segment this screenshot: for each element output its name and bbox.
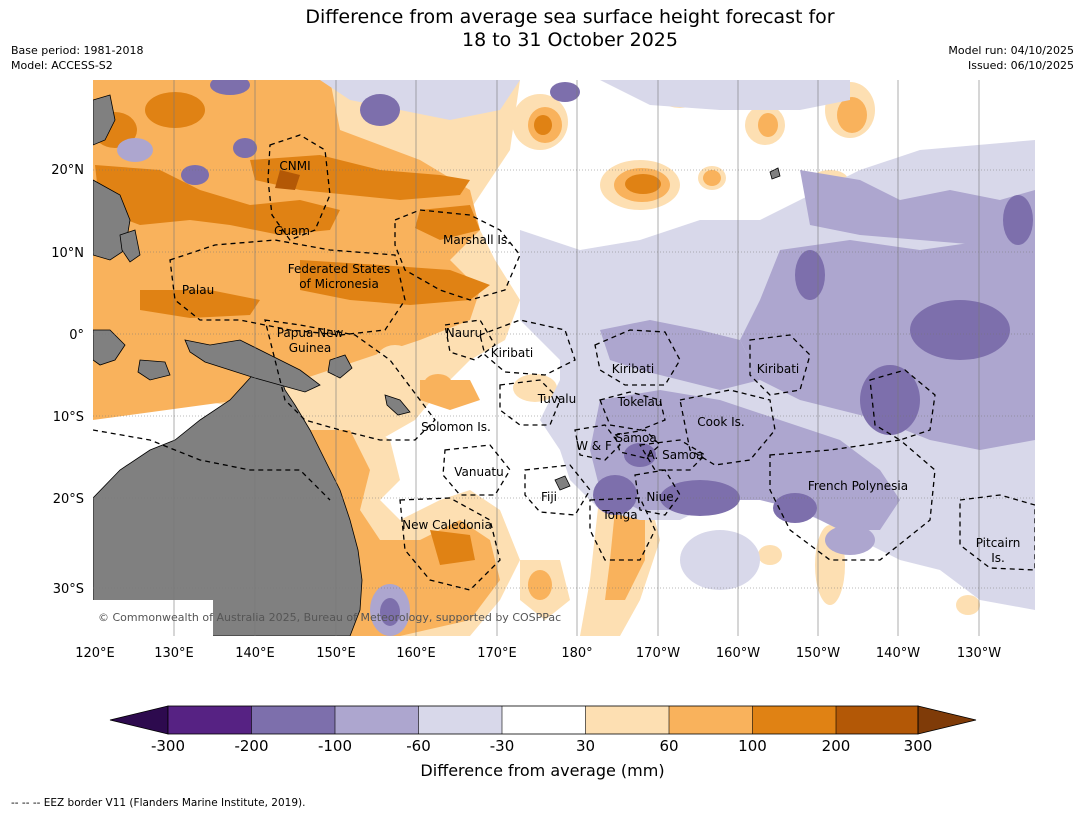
lon-label-150e: 150°E (316, 646, 356, 661)
issued-date: Issued: 06/10/2025 (967, 59, 1074, 72)
label-guam: Guam (274, 224, 310, 238)
label-kiribati-central: Kiribati (612, 362, 654, 376)
label-vanuatu: Vanuatu (454, 465, 504, 479)
colorbar-segment-9 (836, 706, 918, 734)
label-samoa: Samoa (615, 431, 656, 445)
label-fsm-line1: Federated States (288, 262, 390, 276)
label-american-samoa: A. Samoa (647, 448, 704, 462)
title-line-2: 18 to 31 October 2025 (462, 29, 678, 51)
label-png-line2: Guinea (289, 341, 332, 355)
lon-label-130e: 130°E (154, 646, 194, 661)
philippines-landmass (93, 94, 116, 146)
australia-landmass (93, 359, 363, 636)
label-cook-is: Cook Is. (697, 415, 744, 429)
label-fiji: Fiji (541, 490, 557, 504)
eez-borders (93, 134, 1035, 591)
lat-label-10s: 10°S (53, 410, 84, 425)
colorbar-high-extension (917, 705, 977, 735)
region-labels: CNMI Guam Marshall Is. Federated States … (182, 159, 1020, 565)
colorbar-tick-label: -300 (151, 737, 185, 755)
label-kiribati-west: Kiribati (491, 346, 533, 360)
colorbar-tick-label: 300 (904, 737, 933, 755)
colorbar-low-extension (109, 705, 169, 735)
label-png-line1: Papua New (277, 326, 344, 340)
label-new-caledonia: New Caledonia (402, 518, 492, 532)
lat-label-30s: 30°S (53, 582, 84, 597)
colorbar-tick-label: -200 (234, 737, 268, 755)
antarctic-edge (93, 600, 213, 636)
lat-label-20n: 20°N (51, 163, 84, 178)
meridians (173, 80, 980, 636)
colorbar-tick-label: -30 (490, 737, 515, 755)
label-cnmi: CNMI (279, 159, 310, 173)
map-area: © Commonwealth of Australia 2025, Bureau… (93, 80, 1035, 636)
copyright-notice: © Commonwealth of Australia 2025, Bureau… (98, 611, 561, 624)
colorbar-segment-7 (669, 706, 753, 734)
base-period: Base period: 1981-2018 (11, 44, 144, 57)
colorbar-tick-label: 30 (576, 737, 595, 755)
graticule (93, 169, 1035, 589)
lon-label-160e: 160°E (396, 646, 436, 661)
lon-label-140w: 140°W (876, 646, 920, 661)
label-niue: Niue (646, 490, 673, 504)
model-name: Model: ACCESS-S2 (11, 59, 113, 72)
negative-anomaly-field (117, 80, 1035, 636)
sulawesi-landmass (93, 329, 126, 366)
label-tonga: Tonga (601, 508, 637, 522)
colorbar-frame (167, 705, 919, 735)
colorbar-tick-label: 100 (738, 737, 767, 755)
lat-axis-labels: 20°N 10°N 0° 10°S 20°S 30°S (51, 163, 84, 597)
label-tuvalu: Tuvalu (537, 392, 577, 406)
lon-label-130w: 130°W (957, 646, 1001, 661)
lon-label-120e: 120°E (75, 646, 115, 661)
lon-label-140e: 140°E (235, 646, 275, 661)
lat-label-0: 0° (69, 328, 84, 343)
colorbar-segment-5 (502, 706, 586, 734)
title-line-1: Difference from average sea surface heig… (305, 6, 835, 28)
lon-label-170w: 170°W (636, 646, 680, 661)
colorbar-title: Difference from average (mm) (420, 761, 665, 780)
label-marshall-is: Marshall Is. (443, 233, 511, 247)
new-guinea-landmass (184, 339, 321, 393)
meta-right: Model run: 04/10/2025 Issued: 06/10/2025 (948, 43, 1074, 73)
lon-label-150w: 150°W (796, 646, 840, 661)
label-french-polynesia: French Polynesia (808, 479, 908, 493)
colorbar-tick-label: -100 (318, 737, 352, 755)
colorbar-segment-2 (251, 706, 335, 734)
colorbar: -300 -200 -100 -60 -30 30 60 100 200 300 (109, 705, 977, 755)
eez-footnote: -- -- -- EEZ border V11 (Flanders Marine… (11, 797, 306, 809)
chart-title: Difference from average sea surface heig… (170, 6, 970, 52)
label-tokelau: Tokelau (617, 395, 663, 409)
lon-label-180: 180° (561, 646, 592, 661)
colorbar-segment-8 (752, 706, 836, 734)
colorbar-segment-1 (168, 706, 252, 734)
colorbar-segment-4 (418, 706, 502, 734)
lat-label-10n: 10°N (51, 246, 84, 261)
label-kiribati-east: Kiribati (757, 362, 799, 376)
meta-left: Base period: 1981-2018 Model: ACCESS-S2 (11, 43, 143, 73)
lon-label-160w: 160°W (716, 646, 760, 661)
label-pitcairn-line1: Pitcairn (976, 536, 1021, 550)
label-pitcairn-line2: Is. (991, 551, 1005, 565)
lon-label-170e: 170°E (477, 646, 517, 661)
colorbar-segment-3 (335, 706, 419, 734)
colorbar-tick-label: 200 (822, 737, 851, 755)
label-solomon-is: Solomon Is. (421, 420, 491, 434)
model-run: Model run: 04/10/2025 (948, 44, 1074, 57)
label-fsm-line2: of Micronesia (299, 277, 379, 291)
lat-label-20s: 20°S (53, 492, 84, 507)
colorbar-segment-6 (585, 706, 669, 734)
lon-axis-labels: 120°E 130°E 140°E 150°E 160°E 170°E 180°… (75, 646, 1001, 661)
colorbar-tick-label: -60 (406, 737, 431, 755)
label-palau: Palau (182, 283, 214, 297)
label-nauru: Nauru (446, 326, 482, 340)
land-masses (93, 94, 781, 636)
label-wallis-futuna: W & F (576, 439, 612, 453)
colorbar-tick-label: 60 (659, 737, 678, 755)
